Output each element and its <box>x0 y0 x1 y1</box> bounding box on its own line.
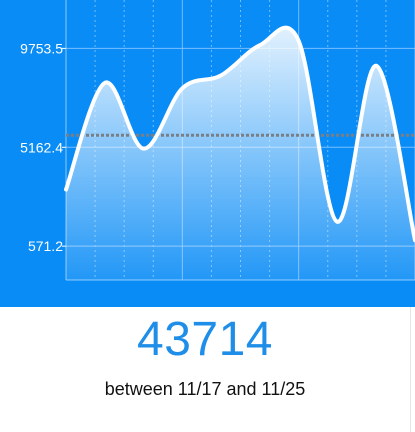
series-line <box>64 25 415 243</box>
y-tick-label: 9753.5 <box>20 40 63 56</box>
y-tick-label: 5162.4 <box>20 139 63 155</box>
area-chart: 571.2 5162.4 9753.5 <box>20 0 415 281</box>
y-axis-labels: 571.2 5162.4 9753.5 <box>20 40 63 254</box>
date-range-label: between 11/17 and 11/25 <box>104 379 306 399</box>
y-tick-label: 571.2 <box>28 238 63 254</box>
chart-panel: 571.2 5162.4 9753.5 <box>0 0 415 307</box>
total-value: 43714 <box>137 313 273 366</box>
chart-area-layer <box>64 25 415 281</box>
series-area-fill <box>66 27 415 281</box>
